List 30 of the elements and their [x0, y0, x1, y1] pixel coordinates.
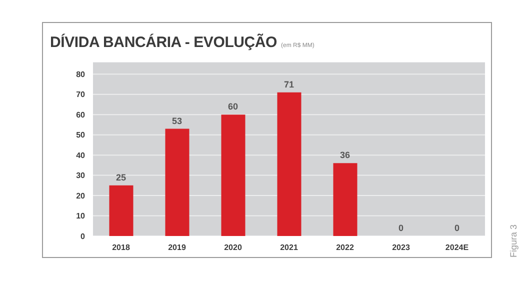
y-tick-label: 40	[76, 150, 86, 160]
x-tick-label: 2021	[280, 243, 298, 252]
x-tick-label: 2018	[112, 243, 130, 252]
data-label: 36	[340, 150, 350, 160]
y-tick-label: 0	[80, 232, 86, 241]
bar	[277, 92, 302, 236]
data-label: 71	[284, 79, 294, 90]
data-label: 53	[172, 116, 182, 126]
y-tick-label: 50	[76, 130, 86, 140]
bar	[221, 114, 246, 236]
data-label: 0	[454, 223, 460, 233]
y-tick-label: 20	[76, 191, 86, 200]
x-tick-label: 2019	[168, 243, 186, 252]
bar	[333, 163, 358, 236]
data-label: 25	[116, 172, 126, 182]
data-label: 60	[228, 102, 238, 112]
x-tick-label: 2023	[392, 243, 410, 252]
y-tick-label: 60	[76, 110, 86, 120]
y-tick-label: 70	[76, 90, 86, 100]
x-tick-label: 2024E	[445, 243, 470, 252]
y-tick-label: 30	[76, 171, 86, 180]
chart-title: DÍVIDA BANCÁRIA - EVOLUÇÃO	[50, 34, 278, 51]
x-tick-label: 2022	[336, 243, 354, 252]
bar	[109, 185, 134, 236]
y-tick-label: 80	[76, 70, 86, 79]
y-tick-label: 10	[76, 212, 86, 221]
data-label: 0	[398, 223, 404, 233]
x-tick-label: 2020	[224, 243, 242, 252]
bar	[165, 128, 190, 236]
text: Figura 3	[508, 224, 519, 258]
